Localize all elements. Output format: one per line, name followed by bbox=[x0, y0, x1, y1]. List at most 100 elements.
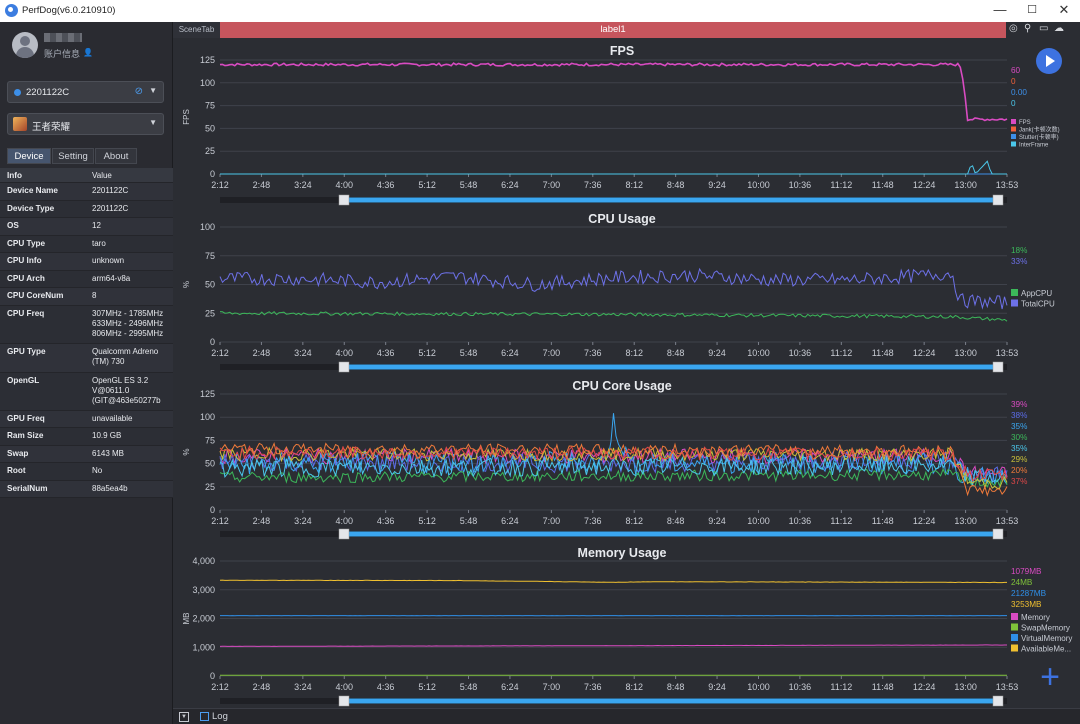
series-line bbox=[219, 644, 1007, 647]
cloud-icon[interactable]: ☁ bbox=[1054, 23, 1064, 34]
info-key: Root bbox=[7, 466, 26, 475]
x-tick-label: 2:48 bbox=[253, 180, 271, 190]
table-row: CPU Type taro bbox=[0, 235, 173, 253]
y-tick-label: 3,000 bbox=[192, 585, 215, 595]
info-key: Device Name bbox=[7, 186, 58, 195]
maximize-button[interactable]: ☐ bbox=[1027, 4, 1037, 16]
app-logo-icon bbox=[5, 4, 18, 17]
y-tick-label: 50 bbox=[205, 280, 215, 290]
x-tick-label: 11:48 bbox=[872, 348, 894, 358]
table-row: OpenGL OpenGL ES 3.2 V@0611.0 (GIT@463e50… bbox=[0, 372, 173, 411]
label-bar[interactable]: label1 bbox=[220, 22, 1006, 38]
x-tick-label: 3:24 bbox=[294, 516, 312, 526]
x-tick-label: 8:48 bbox=[667, 516, 685, 526]
table-row: SerialNum 88a5ea4b bbox=[0, 480, 173, 498]
x-tick-label: 9:24 bbox=[708, 348, 726, 358]
table-row: Swap 6143 MB bbox=[0, 445, 173, 463]
series-line bbox=[219, 446, 1008, 490]
x-tick-label: 7:00 bbox=[543, 516, 561, 526]
tab-setting[interactable]: Setting bbox=[52, 148, 94, 164]
y-axis-label: FPS bbox=[182, 109, 191, 125]
table-row: Ram Size 10.9 GB bbox=[0, 428, 173, 446]
info-value: unknown bbox=[92, 256, 125, 265]
android-icon bbox=[14, 89, 21, 96]
x-tick-label: 4:36 bbox=[377, 516, 395, 526]
log-checkbox[interactable] bbox=[200, 712, 209, 721]
x-tick-label: 2:48 bbox=[253, 516, 271, 526]
info-key: GPU Freq bbox=[7, 413, 45, 423]
range-selection bbox=[343, 197, 998, 203]
x-tick-label: 12:24 bbox=[913, 516, 936, 526]
tab-device[interactable]: Device bbox=[7, 148, 51, 164]
legend-item: InterFrame bbox=[1019, 143, 1049, 149]
chart-title: CPU Usage bbox=[588, 212, 655, 226]
series-line bbox=[219, 62, 1008, 122]
add-chart-button[interactable]: + bbox=[1040, 658, 1060, 696]
legend-item: Jank(卡顿次数) bbox=[1019, 126, 1060, 134]
x-tick-label: 6:24 bbox=[501, 180, 519, 190]
x-tick-label: 8:12 bbox=[625, 516, 643, 526]
y-tick-label: 0 bbox=[210, 671, 215, 681]
legend-swatch bbox=[1011, 119, 1016, 124]
current-value-label: 30% bbox=[1011, 433, 1027, 442]
x-tick-label: 3:24 bbox=[294, 682, 312, 692]
range-handle-left bbox=[338, 528, 350, 540]
charts-svg: FPS FPS 0 25 50 75 100 125 2:12 2:48 3:24 4:00 4:36 5… bbox=[182, 44, 1072, 707]
y-tick-label: 25 bbox=[205, 146, 215, 156]
x-tick-label: 5:48 bbox=[460, 516, 478, 526]
tab-about[interactable]: About bbox=[95, 148, 137, 164]
device-info-table: Info Value Device Name 2201122C Device Typ… bbox=[0, 168, 173, 498]
table-row: GPU Type Qualcomm Adreno (TM) 730 bbox=[0, 343, 173, 373]
close-button[interactable]: ✕ bbox=[1058, 2, 1070, 17]
x-tick-label: 13:00 bbox=[954, 348, 977, 358]
x-tick-label: 5:48 bbox=[460, 180, 478, 190]
device-select[interactable]: 2201122C ⊘ ▼ bbox=[7, 81, 164, 103]
app-select[interactable]: 王者荣耀 ▼ bbox=[7, 113, 164, 135]
current-value-label: 0 bbox=[1011, 77, 1016, 86]
x-tick-label: 5:12 bbox=[418, 180, 436, 190]
table-row: CPU Info unknown bbox=[0, 253, 173, 271]
window-title: PerfDog(v6.0.210910) bbox=[22, 5, 116, 16]
table-row: OS 12 bbox=[0, 218, 173, 236]
avatar[interactable] bbox=[12, 32, 38, 58]
pin-icon[interactable]: ⚲ bbox=[1024, 23, 1032, 34]
x-tick-label: 2:48 bbox=[253, 348, 271, 358]
y-axis-label: % bbox=[182, 281, 191, 288]
current-value-label: 1079MB bbox=[1011, 567, 1042, 576]
x-tick-label: 13:00 bbox=[954, 516, 977, 526]
table-row: GPU Freq unavailable bbox=[0, 410, 173, 428]
y-tick-label: 75 bbox=[205, 435, 215, 445]
app-select-value: 王者荣耀 bbox=[32, 122, 71, 133]
folder-icon[interactable]: ▭ bbox=[1039, 23, 1049, 34]
range-handle-left bbox=[338, 194, 350, 206]
x-tick-label: 5:12 bbox=[418, 348, 436, 358]
current-value-label: 29% bbox=[1011, 455, 1027, 464]
x-tick-label: 7:36 bbox=[584, 516, 602, 526]
legend-swatch bbox=[1011, 299, 1018, 307]
x-tick-label: 11:48 bbox=[872, 180, 894, 190]
range-selection bbox=[343, 531, 998, 537]
x-tick-label: 10:36 bbox=[789, 348, 812, 358]
x-tick-label: 10:36 bbox=[789, 682, 812, 692]
play-button[interactable] bbox=[1036, 48, 1062, 74]
expand-icon[interactable]: ▼ bbox=[179, 712, 189, 722]
info-key: CPU CoreNum bbox=[7, 291, 64, 300]
x-tick-label: 4:00 bbox=[335, 348, 353, 358]
scene-tab[interactable]: SceneTab bbox=[173, 22, 220, 38]
table-row: Device Name 2201122C bbox=[0, 183, 173, 201]
x-tick-label: 13:53 bbox=[996, 682, 1019, 692]
current-value-label: 18% bbox=[1011, 246, 1027, 255]
info-value: unavailable bbox=[92, 413, 133, 423]
legend-item: AvailableMe... bbox=[1021, 645, 1071, 654]
x-tick-label: 11:48 bbox=[872, 516, 894, 526]
x-tick-label: 8:48 bbox=[667, 682, 685, 692]
y-tick-label: 25 bbox=[205, 482, 215, 492]
range-selection bbox=[343, 364, 998, 370]
x-tick-label: 7:36 bbox=[584, 682, 602, 692]
location-icon[interactable]: ◎ bbox=[1009, 23, 1018, 34]
x-tick-label: 7:00 bbox=[543, 180, 561, 190]
account-info-label[interactable]: 账户信息 bbox=[44, 49, 81, 59]
x-tick-label: 11:48 bbox=[872, 682, 894, 692]
link-icon[interactable]: ⊘ bbox=[134, 86, 143, 97]
minimize-button[interactable]: — bbox=[993, 2, 1007, 17]
